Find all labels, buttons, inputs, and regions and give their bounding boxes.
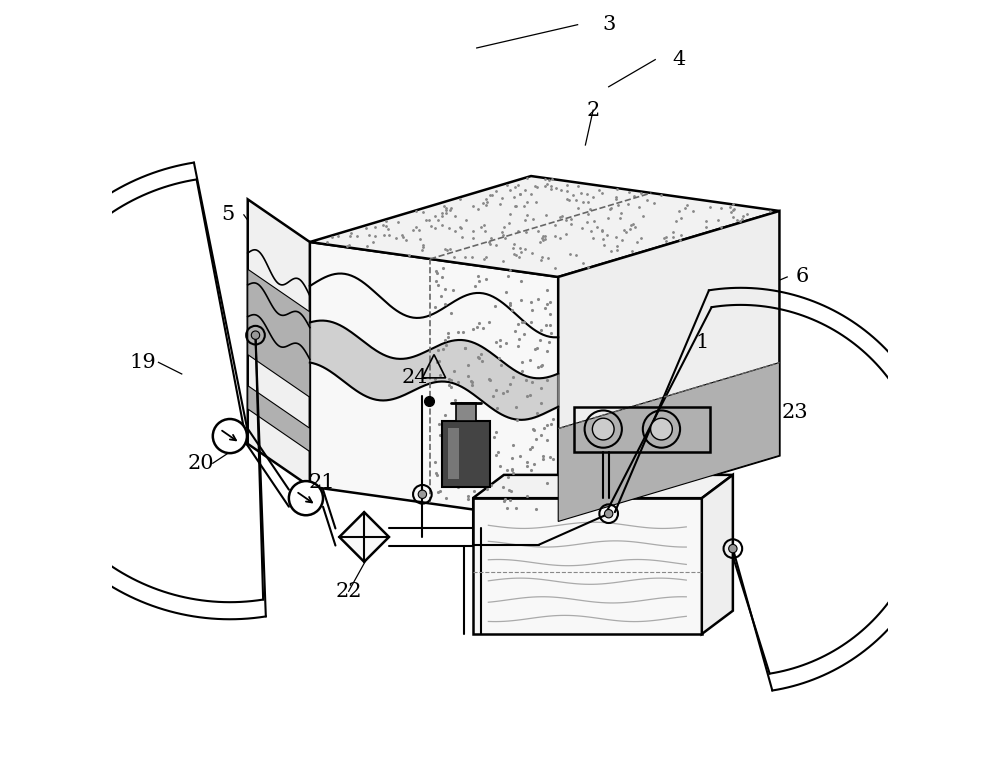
Bar (448, 428, 459, 479)
Text: 2: 2 (587, 100, 600, 119)
Circle shape (418, 490, 427, 499)
Polygon shape (473, 475, 733, 499)
Circle shape (213, 419, 247, 453)
Polygon shape (248, 386, 310, 452)
Text: 3: 3 (602, 15, 615, 34)
Circle shape (251, 331, 260, 340)
Text: 1: 1 (695, 333, 709, 352)
Polygon shape (310, 176, 779, 277)
Polygon shape (248, 270, 310, 397)
Bar (442, 421, 490, 487)
Bar (574, 407, 710, 452)
Text: 4: 4 (672, 50, 685, 69)
Text: 6: 6 (796, 267, 809, 287)
Polygon shape (339, 512, 389, 562)
Circle shape (651, 418, 672, 440)
Polygon shape (702, 475, 733, 634)
Polygon shape (310, 242, 558, 521)
Bar (456, 404, 476, 421)
Text: 21: 21 (308, 473, 335, 492)
Polygon shape (558, 362, 779, 521)
Text: 20: 20 (188, 453, 214, 473)
Circle shape (729, 545, 737, 553)
Text: 23: 23 (782, 404, 808, 422)
Text: 5: 5 (222, 206, 235, 224)
Circle shape (604, 509, 613, 518)
Circle shape (289, 481, 323, 515)
Text: 22: 22 (335, 582, 362, 601)
Polygon shape (473, 499, 702, 634)
Circle shape (592, 418, 614, 440)
Polygon shape (248, 199, 310, 487)
Text: 24: 24 (401, 368, 428, 387)
Polygon shape (558, 211, 779, 521)
Text: 19: 19 (130, 353, 156, 372)
